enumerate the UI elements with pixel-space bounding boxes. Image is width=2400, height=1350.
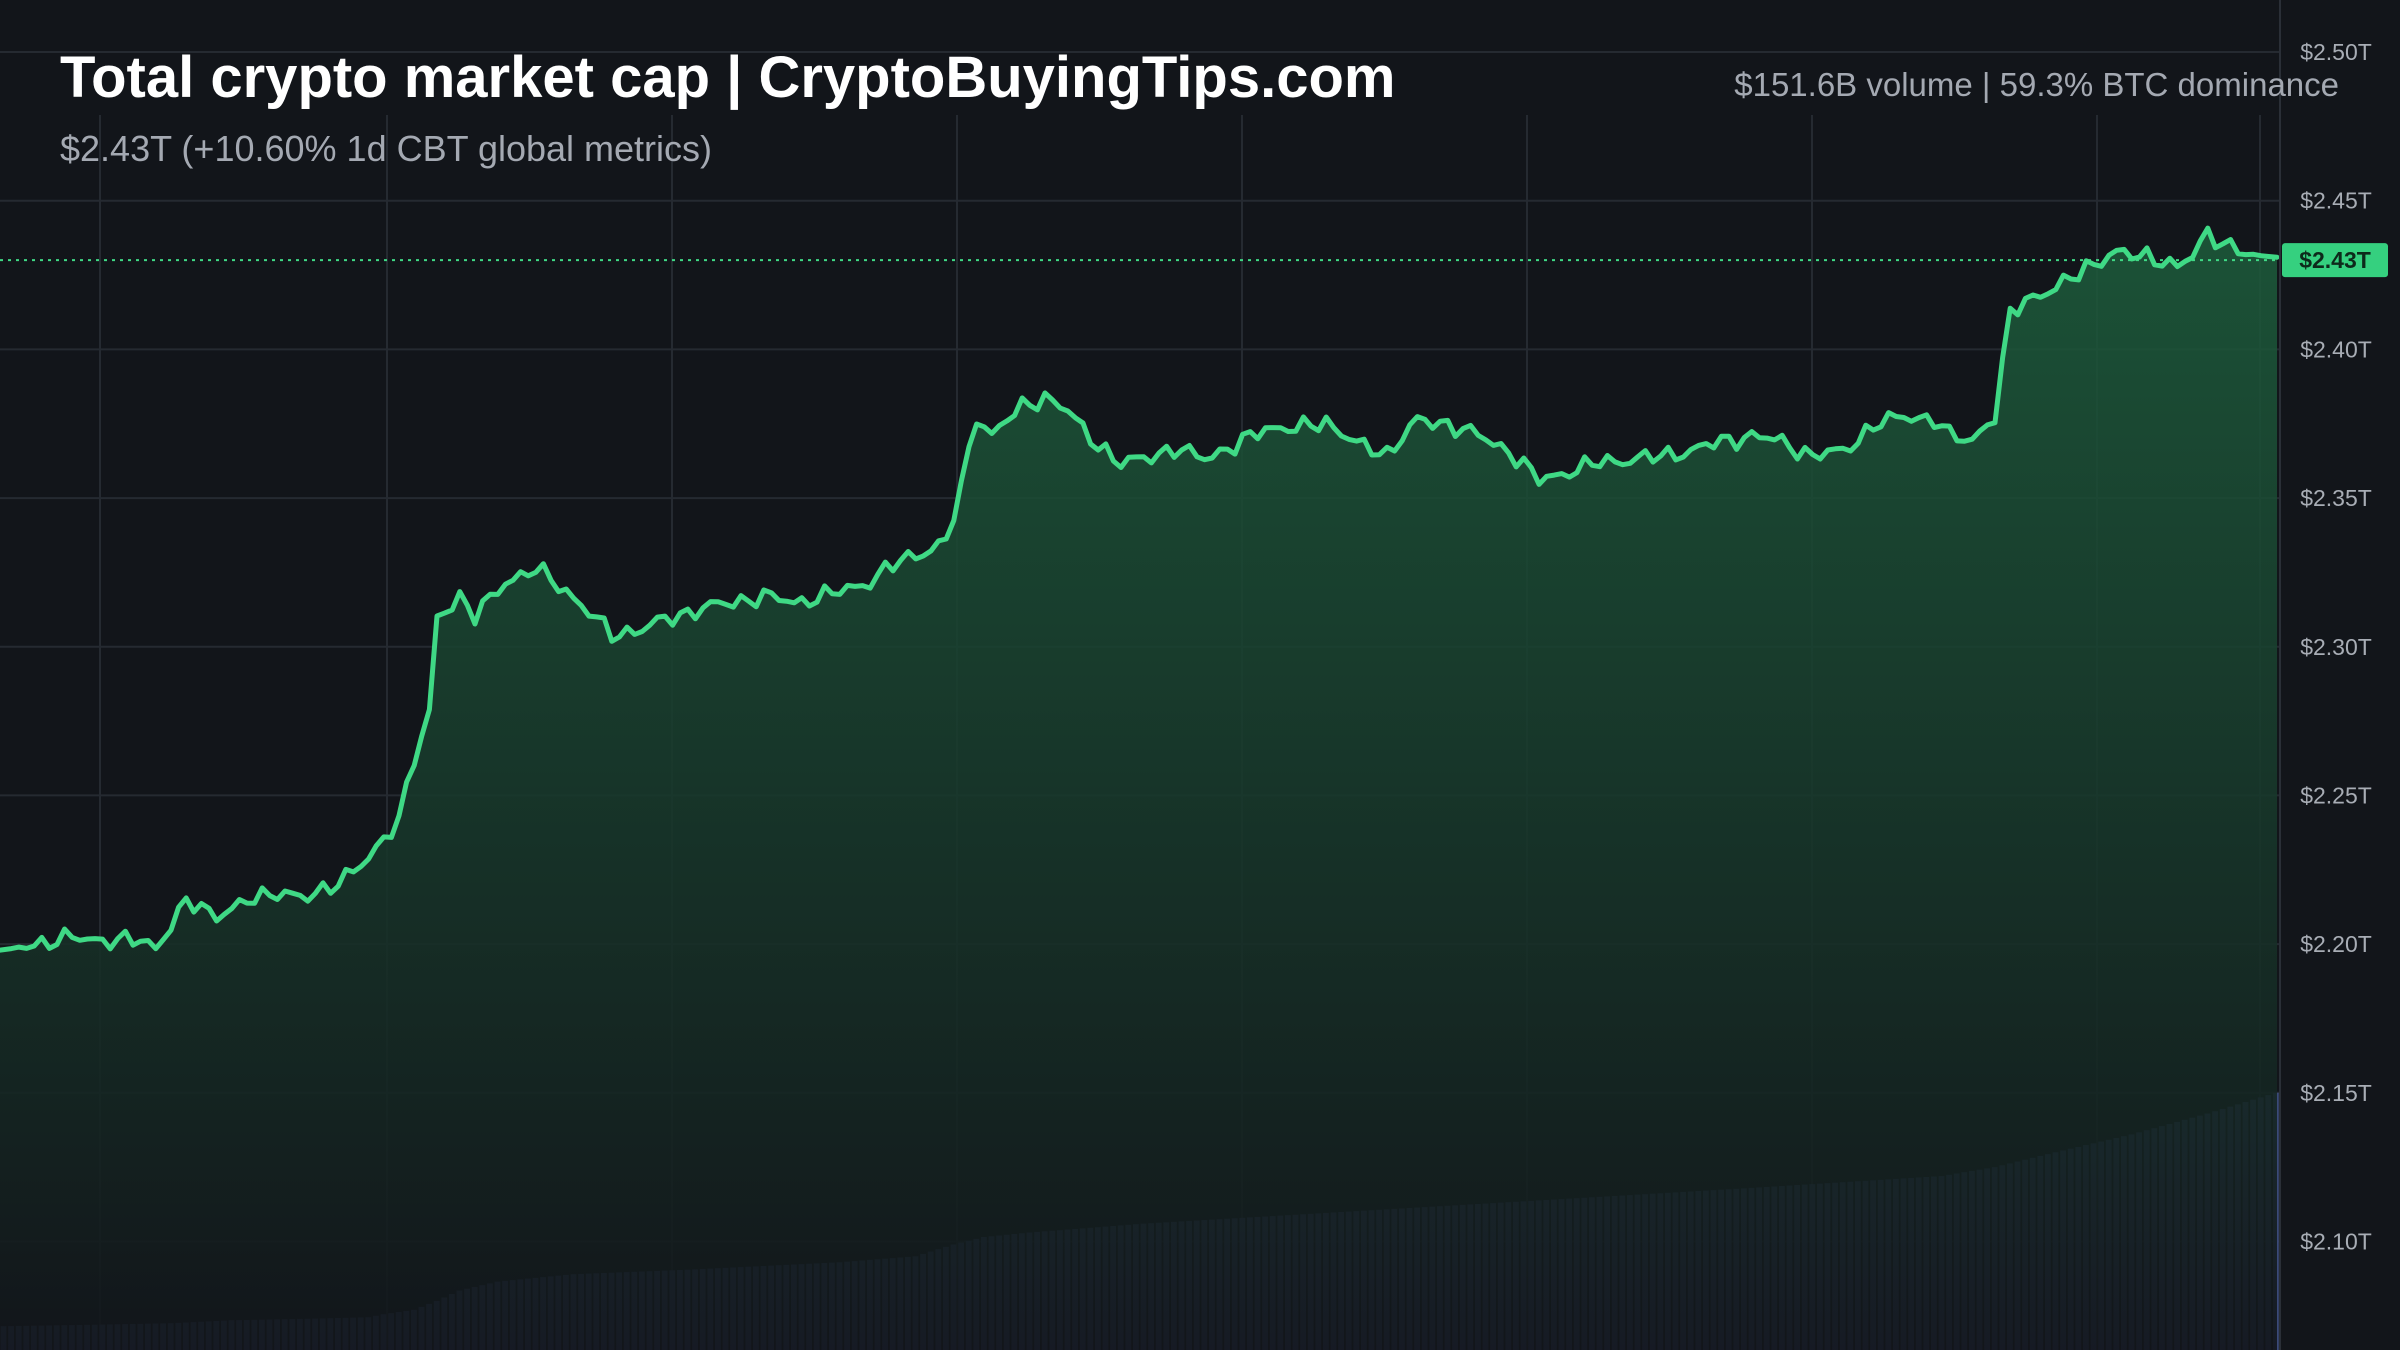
- y-tick-label: $2.30T: [2300, 634, 2372, 660]
- y-tick-label: $2.35T: [2300, 485, 2372, 511]
- y-tick-label: $2.40T: [2300, 336, 2372, 362]
- chart-title: Total crypto market cap | CryptoBuyingTi…: [60, 45, 1396, 110]
- chart-subtitle: $2.43T (+10.60% 1d CBT global metrics): [60, 128, 713, 169]
- y-tick-label: $2.10T: [2300, 1228, 2372, 1254]
- current-price-label: $2.43T: [2299, 247, 2371, 273]
- market-cap-line: [0, 225, 2280, 953]
- y-tick-label: $2.45T: [2300, 188, 2372, 214]
- current-price-tag: $2.43T: [2282, 243, 2388, 278]
- market-cap-area: [0, 228, 2277, 1350]
- y-tick-label: $2.25T: [2300, 782, 2372, 808]
- market-stats: $151.6B volume | 59.3% BTC dominance: [1734, 66, 2339, 103]
- y-tick-label: $2.50T: [2300, 39, 2372, 65]
- price-axis: $2.50T $2.45T $2.40T $2.35T $2.30T $2.25T $2.2…: [2300, 39, 2372, 1254]
- current-price-tag-box: [2282, 243, 2388, 278]
- y-tick-label: $2.20T: [2300, 931, 2372, 957]
- y-tick-label: $2.15T: [2300, 1080, 2372, 1106]
